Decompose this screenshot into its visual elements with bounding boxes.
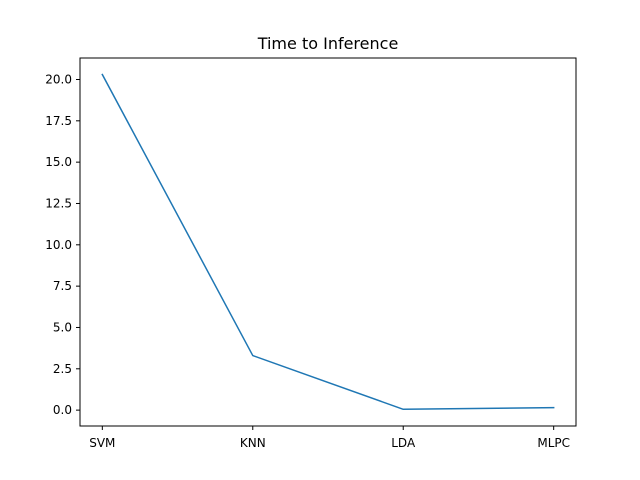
y-tick-label: 5.0 xyxy=(53,320,72,334)
plot-frame xyxy=(79,57,577,427)
y-tick-label: 0.0 xyxy=(53,403,72,417)
y-tick-label: 17.5 xyxy=(45,114,72,128)
series-layer xyxy=(101,73,555,411)
x-axis-ticks: SVM KNN LDA MLPC xyxy=(89,426,570,450)
x-tick-label: MLPC xyxy=(537,436,570,450)
y-tick-label: 20.0 xyxy=(45,72,72,86)
chart-title: Time to Inference xyxy=(257,34,399,53)
y-tick-label: 7.5 xyxy=(53,279,72,293)
x-tick-label: KNN xyxy=(240,436,266,450)
y-tick-label: 10.0 xyxy=(45,238,72,252)
x-tick-label: LDA xyxy=(391,436,416,450)
y-axis-ticks: 0.0 2.5 5.0 7.5 10.0 12.5 15.0 17.5 20.0 xyxy=(45,72,80,417)
series-line xyxy=(101,73,555,411)
y-tick-label: 2.5 xyxy=(53,362,72,376)
y-tick-label: 12.5 xyxy=(45,196,72,210)
y-tick-label: 15.0 xyxy=(45,155,72,169)
x-tick-label: SVM xyxy=(89,436,115,450)
